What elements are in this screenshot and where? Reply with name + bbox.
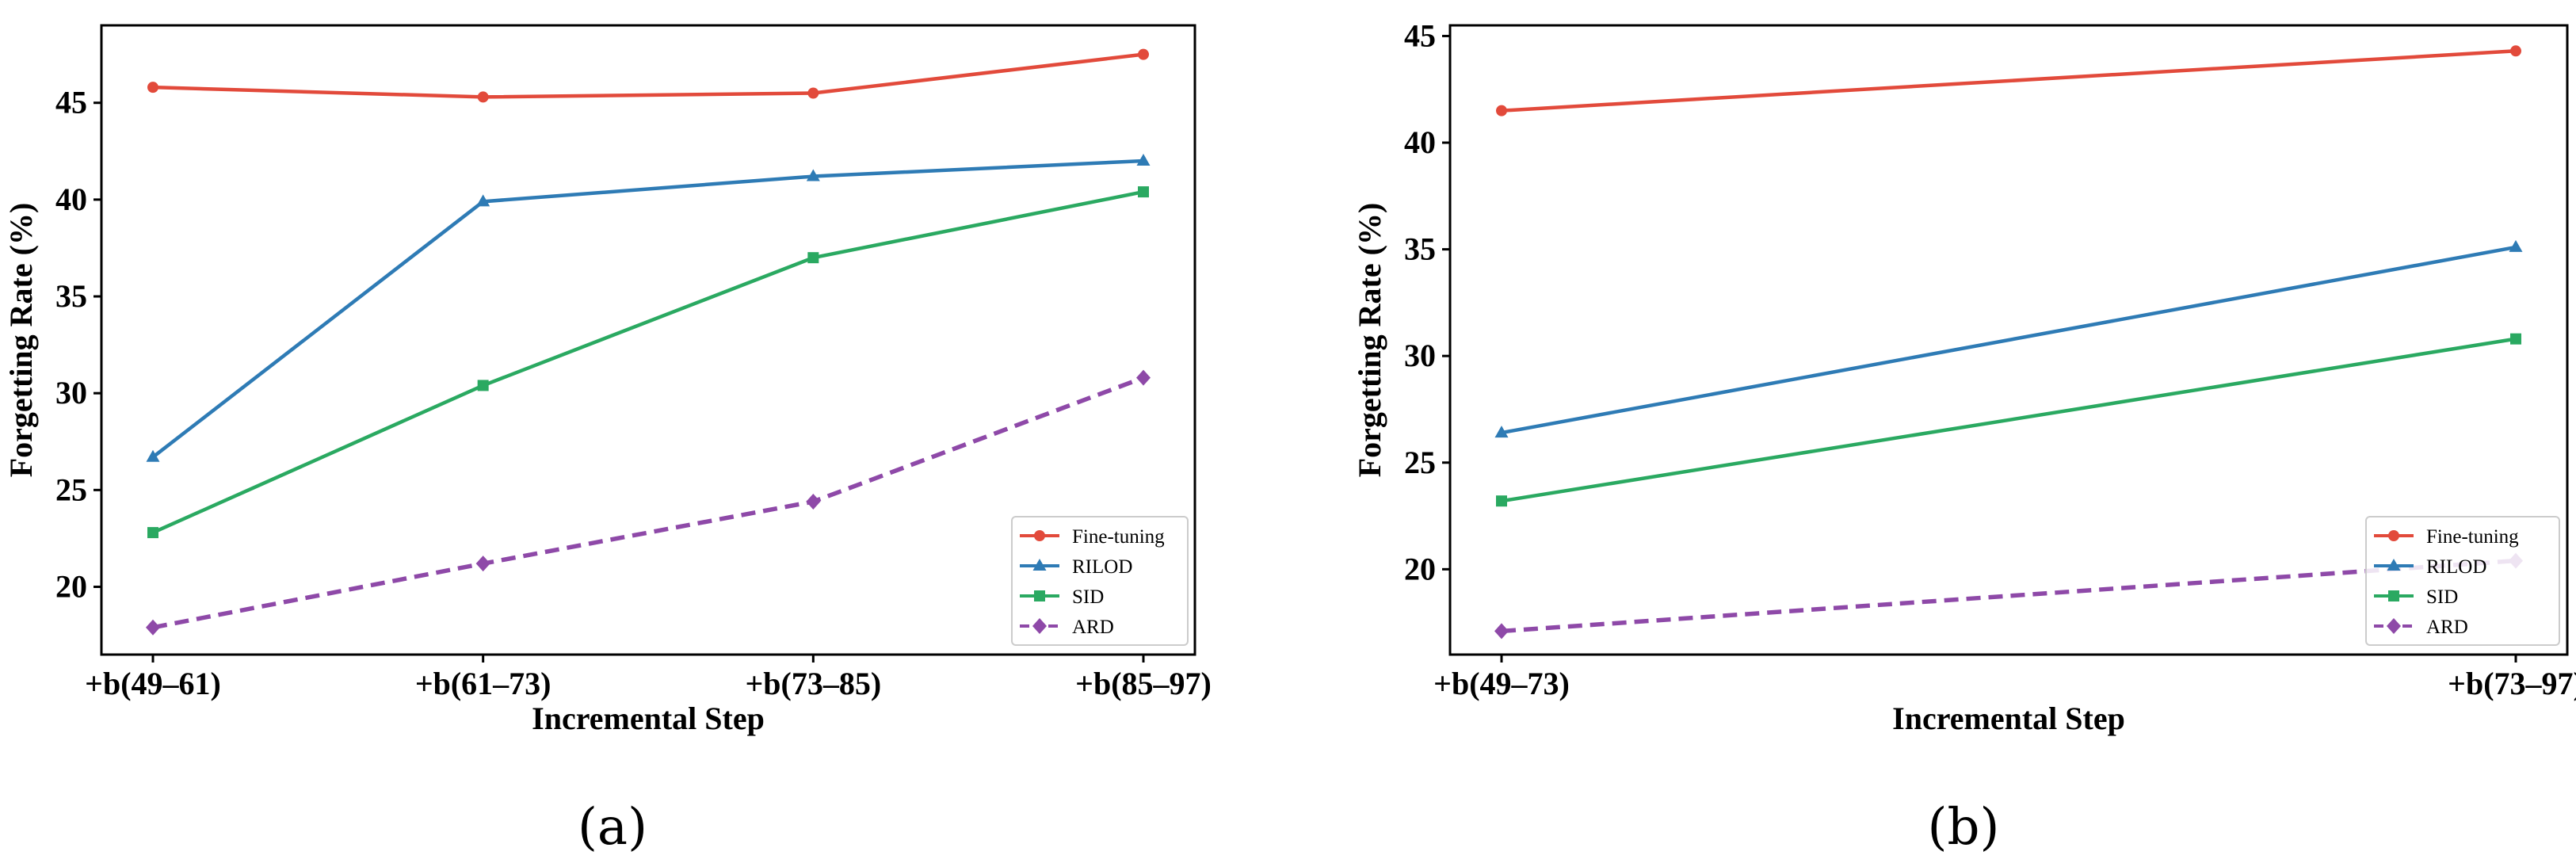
legend-box <box>1011 516 1189 646</box>
data-point <box>477 91 489 103</box>
series-line <box>1501 245 2517 435</box>
legend: Fine-tuning RILOD SID ARD <box>2365 516 2560 646</box>
data-point <box>1496 105 1507 116</box>
x-tick-label: +b(49–73) <box>1433 666 1570 701</box>
series-line <box>1501 49 2517 113</box>
data-point <box>2510 333 2521 345</box>
legend-marker <box>1032 559 1047 571</box>
y-tick-label: 20 <box>1404 551 1436 586</box>
legend-label: Fine-tuning <box>1072 526 1165 548</box>
data-point <box>146 619 160 636</box>
series-rilod <box>146 154 1151 462</box>
legend-marker <box>2388 530 2399 541</box>
y-tick-label: 45 <box>55 85 87 120</box>
panel-label: (a) <box>578 798 647 857</box>
data-point <box>1494 623 1509 640</box>
x-tick-label: +b(73–85) <box>745 666 881 701</box>
legend-marker <box>2387 559 2401 571</box>
data-point <box>806 169 820 181</box>
y-tick-label: 25 <box>1404 445 1436 480</box>
legend-marker <box>2388 590 2399 601</box>
legend-label: ARD <box>2426 617 2468 638</box>
y-tick-label: 30 <box>55 375 87 410</box>
series-rilod <box>1494 239 2523 438</box>
data-point <box>2509 239 2523 252</box>
data-point <box>147 82 158 94</box>
legend-label: RILOD <box>2426 556 2486 578</box>
data-point <box>806 493 821 510</box>
data-point <box>146 449 160 462</box>
legend-label: SID <box>1072 586 1104 608</box>
x-axis-label: Incremental Step <box>1892 701 2125 736</box>
y-tick-label: 35 <box>55 278 87 314</box>
y-tick-label: 40 <box>55 181 87 217</box>
y-tick-label: 30 <box>1404 338 1436 373</box>
legend-marker <box>1034 590 1045 601</box>
plot-frame <box>100 24 1196 656</box>
x-tick-label: +b(61–73) <box>415 666 551 701</box>
y-tick-label: 35 <box>1404 231 1436 267</box>
legend-label: Fine-tuning <box>2426 526 2519 548</box>
legend-marker <box>1032 618 1047 634</box>
y-axis-label: Forgetting Rate (%) <box>1352 203 1387 478</box>
data-point <box>1138 186 1149 198</box>
data-point <box>477 380 489 391</box>
legend-label: ARD <box>1072 617 1114 638</box>
legend-box <box>2365 516 2560 646</box>
data-point <box>1136 154 1151 166</box>
data-point <box>1136 369 1151 386</box>
y-tick-label: 45 <box>1404 17 1436 53</box>
data-point <box>147 527 158 539</box>
x-tick-label: +b(85–97) <box>1075 666 1212 701</box>
data-point <box>476 194 490 207</box>
plot-frame <box>1448 24 2569 656</box>
data-point <box>807 87 819 99</box>
y-tick-label: 25 <box>55 472 87 507</box>
series-line <box>1501 558 2517 634</box>
x-tick-label: +b(73–97) <box>2448 666 2576 701</box>
y-axis-label: Forgetting Rate (%) <box>3 203 39 478</box>
chart-b: 20 25 30 35 40 45 +b(49–73) +b(73–97) Incrementa… <box>1352 17 2576 857</box>
legend-marker <box>1034 530 1045 541</box>
chart-a: 20 25 30 35 40 45 +b(49–61) +b(61–73) +b(73–85) +… <box>3 24 1212 857</box>
series-line <box>152 52 1144 99</box>
series-line <box>151 158 1144 459</box>
legend-label: RILOD <box>1072 556 1132 578</box>
legend-marker <box>2387 618 2401 634</box>
data-point <box>1496 495 1507 507</box>
data-point <box>1494 426 1509 438</box>
series-fine-tuning <box>1496 45 2521 116</box>
series-sid <box>147 186 1149 539</box>
series-line <box>152 189 1144 535</box>
x-tick-label: +b(49–61) <box>85 666 221 701</box>
series-fine-tuning <box>147 48 1149 103</box>
legend: Fine-tuning RILOD SID ARD <box>1011 516 1189 646</box>
panel-label: (b) <box>1928 798 2000 857</box>
data-point <box>475 556 490 572</box>
series-line <box>152 376 1144 630</box>
series-line <box>1501 337 2517 503</box>
y-tick-label: 40 <box>1404 124 1436 160</box>
y-tick-label: 20 <box>55 568 87 604</box>
data-point <box>807 252 819 264</box>
x-axis-label: Incremental Step <box>532 701 765 736</box>
series-ard <box>146 369 1151 636</box>
series-sid <box>1496 333 2521 507</box>
data-point <box>2510 45 2521 57</box>
legend-label: SID <box>2426 586 2458 608</box>
data-point <box>1138 48 1149 60</box>
